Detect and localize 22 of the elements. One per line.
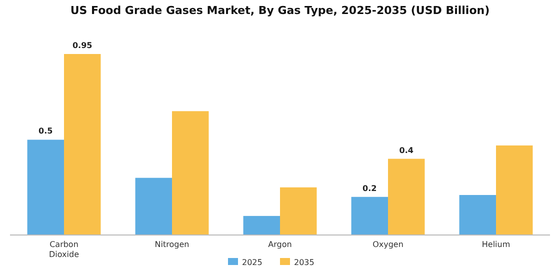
chart-title: US Food Grade Gases Market, By Gas Type, 2025-2035 (USD Billion) xyxy=(70,4,490,17)
legend-label: 2035 xyxy=(294,258,314,267)
bar xyxy=(243,216,280,235)
data-label: 0.2 xyxy=(362,184,377,193)
bar xyxy=(27,140,64,235)
data-label: 0.4 xyxy=(399,146,414,155)
bar xyxy=(135,178,172,235)
bar xyxy=(172,111,209,235)
data-label: 0.5 xyxy=(38,126,54,136)
x-tick-label: Helium xyxy=(482,240,510,249)
bar xyxy=(351,196,388,235)
bar xyxy=(459,194,496,235)
x-tick-label: Nitrogen xyxy=(154,240,190,249)
legend-label: 2025 xyxy=(242,258,262,267)
x-tick-label: Argon xyxy=(268,240,292,249)
data-label: 0.95 xyxy=(72,41,93,50)
x-tick-label: Oxygen xyxy=(372,240,404,249)
bar xyxy=(496,145,533,235)
x-tick-label: Carbon Dioxide xyxy=(49,240,80,259)
bar xyxy=(280,187,317,235)
bar xyxy=(388,158,425,235)
bar xyxy=(64,54,101,235)
